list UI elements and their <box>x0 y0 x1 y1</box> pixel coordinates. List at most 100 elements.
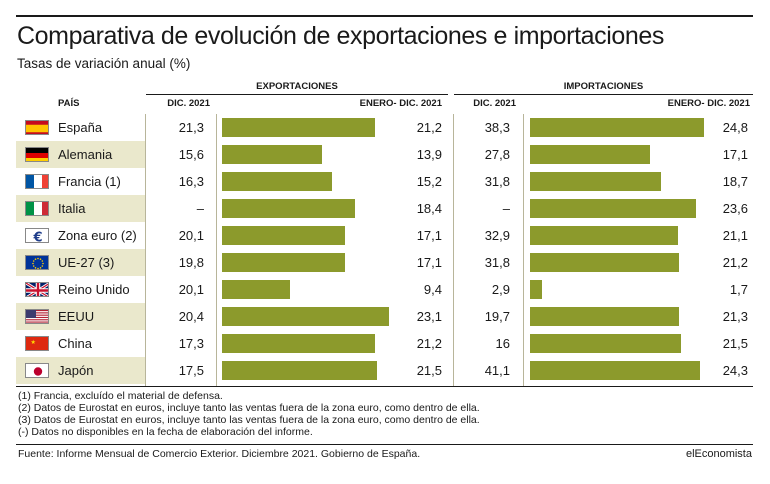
column-divider <box>453 114 454 386</box>
exports-dec-value: 21,3 <box>178 120 204 136</box>
exports-year-value: 18,4 <box>416 201 442 217</box>
country-column-header: PAÍS <box>58 98 80 109</box>
exports-bar <box>222 145 323 165</box>
exports-dec-value: 17,5 <box>178 363 204 379</box>
imports-dec-value: 19,7 <box>484 309 510 325</box>
exports-bar <box>222 172 332 192</box>
imports-dec-value: 41,1 <box>484 363 510 379</box>
footnote-2: (2) Datos de Eurostat en euros, incluye … <box>18 402 480 414</box>
source-note: Fuente: Informe Mensual de Comercio Exte… <box>18 448 421 460</box>
imports-bar <box>530 361 701 381</box>
table-row: Francia (1) 16,3 15,2 31,8 18,7 <box>16 168 753 196</box>
svg-text:★: ★ <box>31 339 36 346</box>
imports-dec-value: 16 <box>495 336 510 352</box>
table-row: € Zona euro (2) 20,1 17,1 32,9 21,1 <box>16 222 753 250</box>
exports-dec-value: – <box>196 201 204 217</box>
chart-title: Comparativa de evolución de exportacione… <box>17 22 665 50</box>
country-name: España <box>58 120 103 136</box>
cell-background <box>146 222 216 250</box>
exports-dec-value: 20,1 <box>178 282 204 298</box>
es-flag-icon <box>25 120 49 136</box>
column-divider <box>216 114 217 386</box>
exports-bar <box>222 307 389 327</box>
imports-dec-value: 27,8 <box>484 147 510 163</box>
exports-bar <box>222 199 355 219</box>
table-row: EEUU 20,4 23,1 19,7 21,3 <box>16 303 753 331</box>
footnote-4: (-) Datos no disponibles en la fecha de … <box>18 426 313 438</box>
cell-background <box>454 276 523 304</box>
cell-background <box>146 168 216 196</box>
exports-bar <box>222 118 375 138</box>
exports-year-value: 13,9 <box>416 147 442 163</box>
exports-bar <box>222 226 346 246</box>
country-name: EEUU <box>58 309 95 325</box>
top-rule <box>16 15 753 17</box>
exports-dec-value: 15,6 <box>178 147 204 163</box>
imports-bar <box>530 253 679 273</box>
exports-year-value: 23,1 <box>416 309 442 325</box>
table-row: ★ China 17,3 21,2 16 21,5 <box>16 330 753 358</box>
imports-bar <box>530 118 704 138</box>
cell-background <box>454 114 523 142</box>
imports-dec-value: 32,9 <box>484 228 510 244</box>
imports-dec-value: 38,3 <box>484 120 510 136</box>
exports-year-value: 21,2 <box>416 120 442 136</box>
de-flag-icon <box>25 147 49 163</box>
cell-background <box>146 276 216 304</box>
country-name: Francia (1) <box>58 174 121 190</box>
exports-dec-value: 19,8 <box>178 255 204 271</box>
jp-flag-icon <box>25 363 49 379</box>
exports-bar <box>222 253 346 273</box>
imports-bar <box>530 226 679 246</box>
cell-background <box>454 303 523 331</box>
table-bottom-rule <box>16 386 753 387</box>
imports-year-value: 24,3 <box>722 363 748 379</box>
table-row: UE-27 (3) 19,8 17,1 31,8 21,2 <box>16 249 753 277</box>
imports-bar <box>530 334 681 354</box>
cell-background <box>146 330 216 358</box>
imports-bar <box>530 199 696 219</box>
imports-dec-header: DIC. 2021 <box>473 98 516 109</box>
exports-year-value: 21,2 <box>416 336 442 352</box>
imports-bar <box>530 280 542 300</box>
imports-year-value: 24,8 <box>722 120 748 136</box>
country-name: Japón <box>58 363 94 379</box>
us-flag-icon <box>25 309 49 325</box>
cell-background <box>454 195 523 223</box>
imports-year-value: 17,1 <box>722 147 748 163</box>
brand-logo: elEconomista <box>685 448 752 460</box>
exports-group-header: EXPORTACIONES <box>146 81 448 95</box>
country-name: China <box>58 336 92 352</box>
exports-year-value: 21,5 <box>416 363 442 379</box>
table-row: España 21,3 21,2 38,3 24,8 <box>16 114 753 142</box>
data-table: España 21,3 21,2 38,3 24,8 Alemania 15,6 13,9 27… <box>16 114 753 386</box>
imports-year-value: 23,6 <box>722 201 748 217</box>
chart-subtitle: Tasas de variación anual (%) <box>17 56 191 71</box>
table-row: Alemania 15,6 13,9 27,8 17,1 <box>16 141 753 169</box>
exports-year-value: 17,1 <box>416 255 442 271</box>
imports-year-value: 21,5 <box>722 336 748 352</box>
imports-dec-value: 31,8 <box>484 174 510 190</box>
column-divider <box>145 114 146 386</box>
cell-background <box>146 114 216 142</box>
imports-group-header: IMPORTACIONES <box>454 81 753 95</box>
exports-dec-value: 20,1 <box>178 228 204 244</box>
exports-year-value: 15,2 <box>416 174 442 190</box>
exports-year-value: 9,4 <box>423 282 442 298</box>
cell-background <box>454 222 523 250</box>
cell-background <box>454 141 523 169</box>
table-row: Reino Unido 20,1 9,4 2,9 1,7 <box>16 276 753 304</box>
imports-year-header: ENERO- DIC. 2021 <box>667 98 750 109</box>
imports-dec-value: 31,8 <box>484 255 510 271</box>
imports-year-value: 21,1 <box>722 228 748 244</box>
euro-symbol-flag-icon: € <box>25 228 49 244</box>
country-name: Italia <box>58 201 86 217</box>
cell-background <box>146 249 216 277</box>
exports-bar <box>222 334 375 354</box>
imports-bar <box>530 172 662 192</box>
it-flag-icon <box>25 201 49 217</box>
exports-dec-header: DIC. 2021 <box>167 98 210 109</box>
exports-dec-value: 16,3 <box>178 174 204 190</box>
cell-background <box>454 357 523 385</box>
exports-dec-value: 17,3 <box>178 336 204 352</box>
